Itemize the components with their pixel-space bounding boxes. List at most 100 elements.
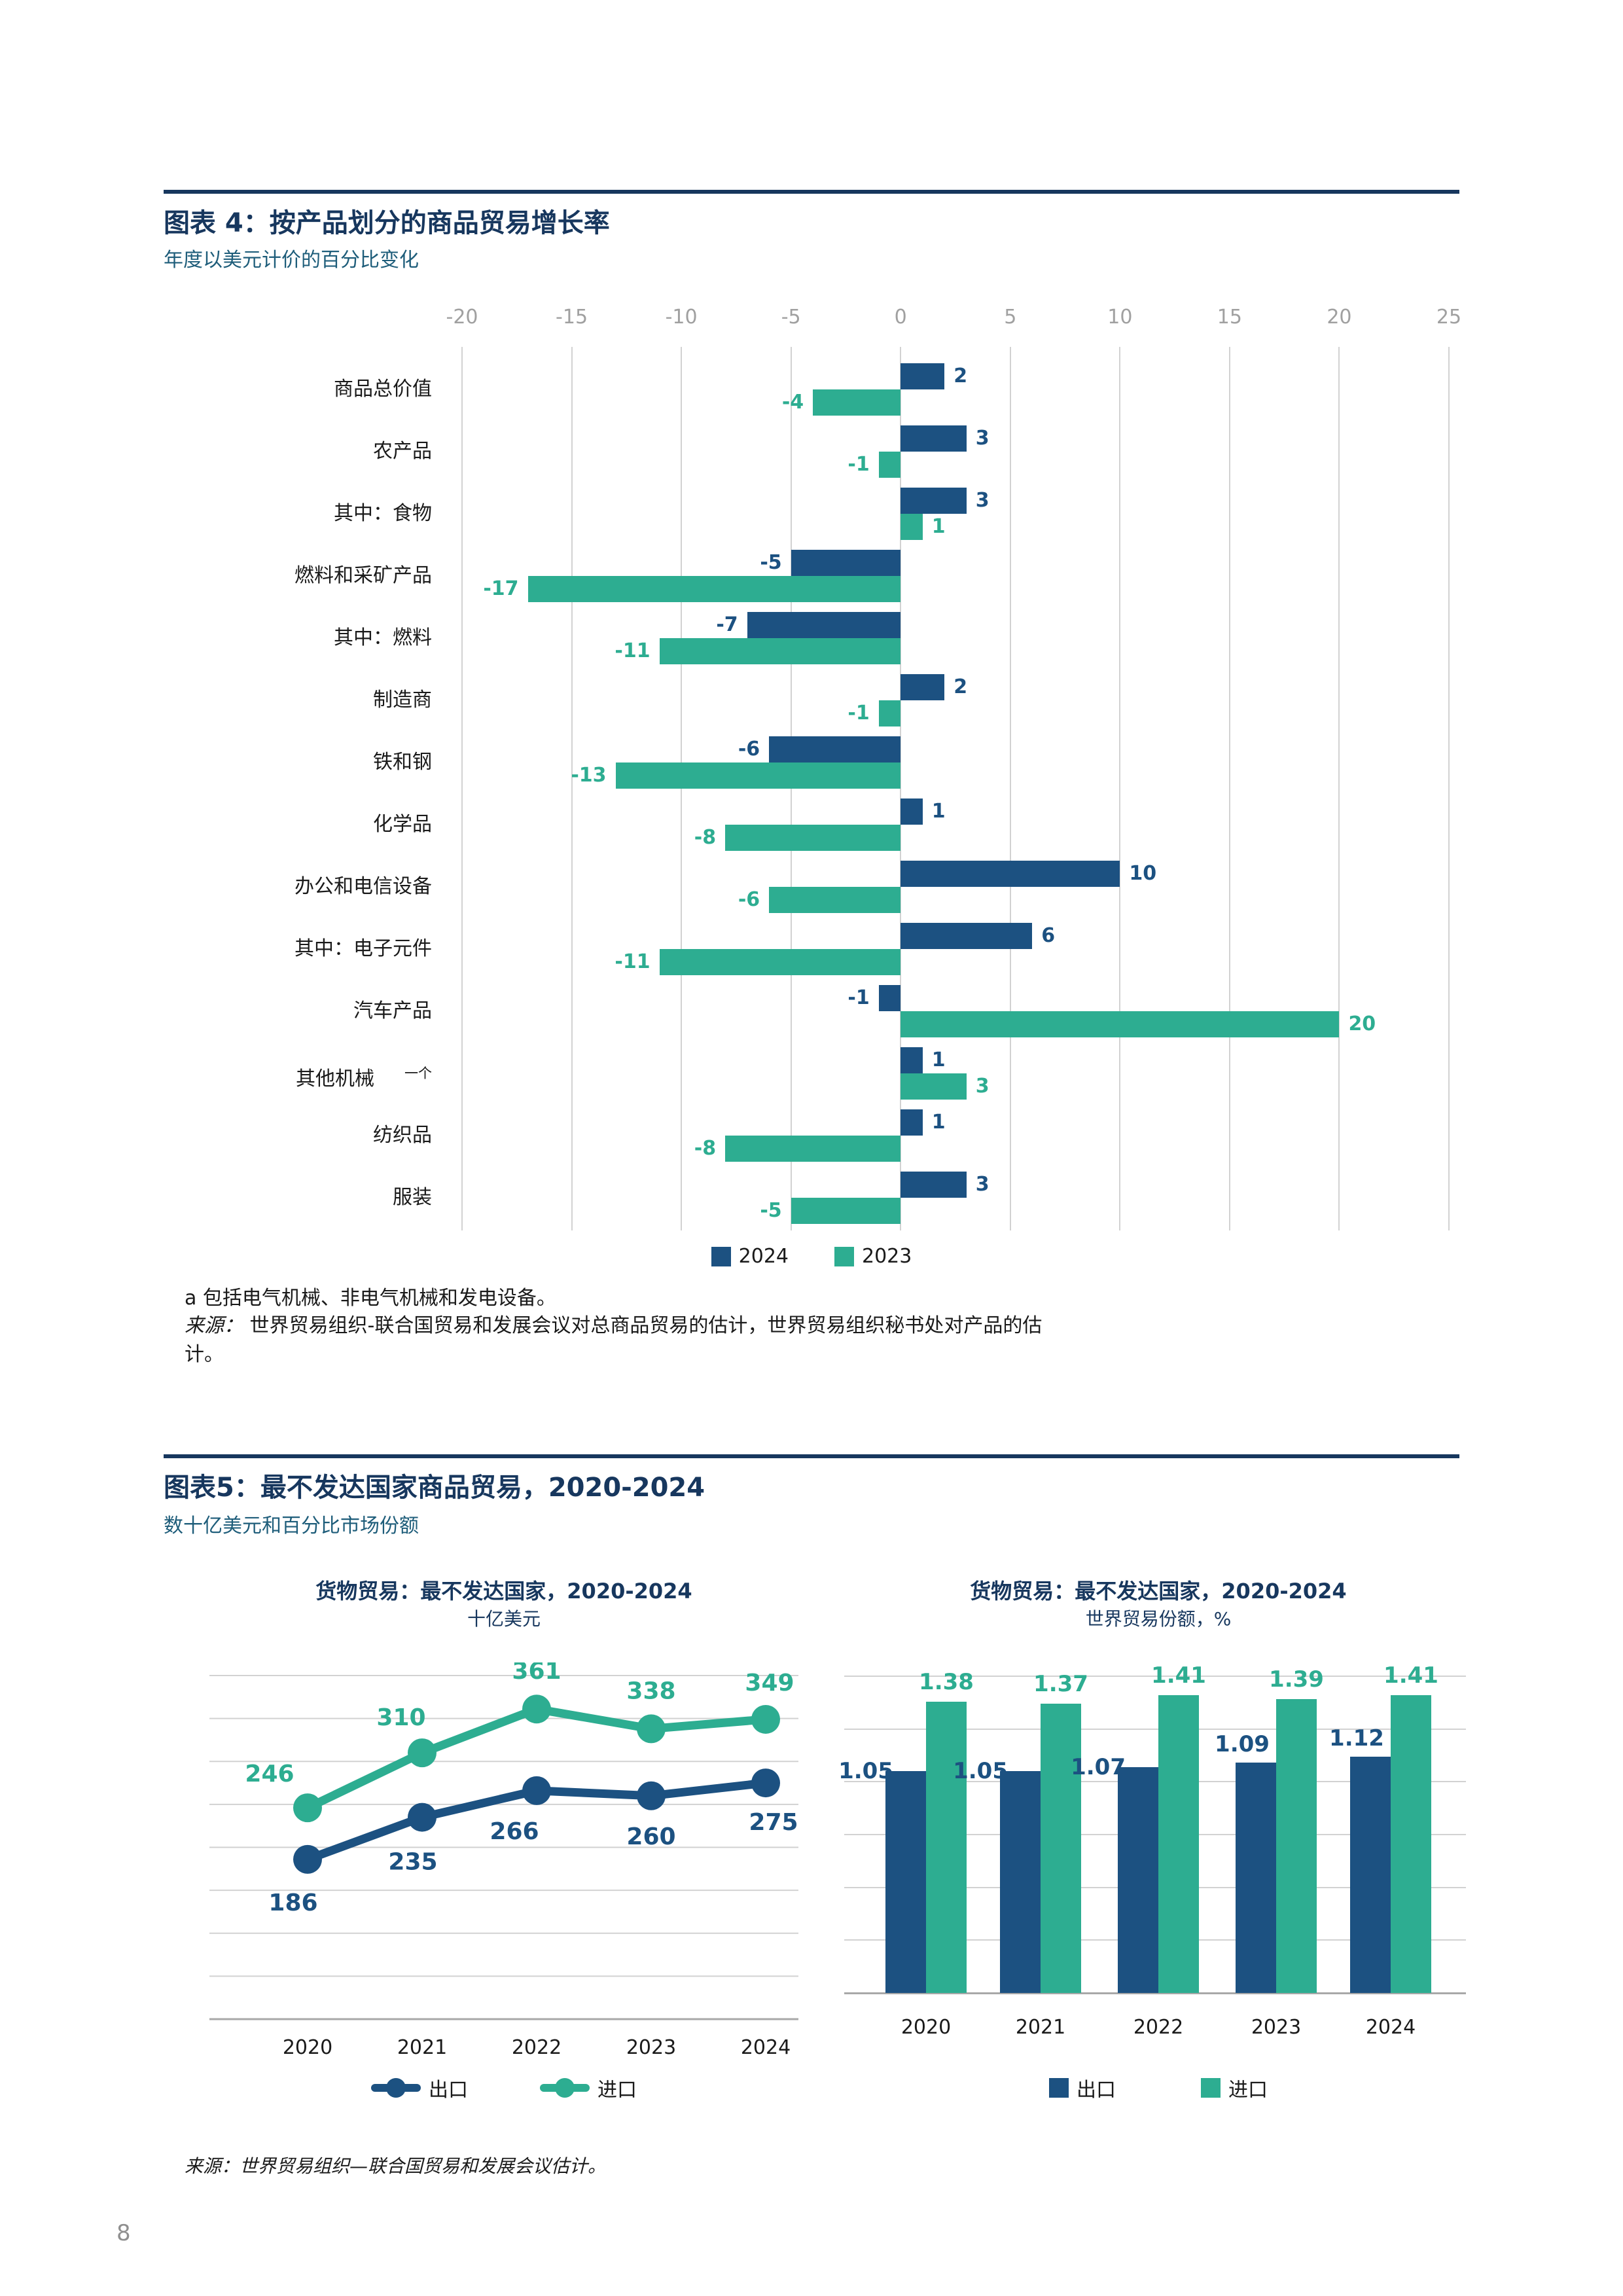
chart3-x-label: 2020 <box>901 2016 952 2039</box>
category-label-text: 商品总价值 <box>334 378 432 401</box>
chart2-x-label: 2021 <box>397 2036 447 2059</box>
bar-exports <box>885 1771 926 1993</box>
chart2-x-label: 2024 <box>741 2036 791 2059</box>
category-label: 燃料和采矿产品 <box>92 563 432 589</box>
bar-value-label-exports: 1.12 <box>1329 1725 1384 1751</box>
bar-exports <box>1118 1767 1158 1993</box>
category-label-text: 其中：燃料 <box>334 626 432 649</box>
legend-item-2024: 2024 <box>711 1245 789 1268</box>
chart2-x-label: 2022 <box>512 2036 562 2059</box>
bar-2023 <box>878 452 901 478</box>
bar-exports <box>1350 1756 1391 1993</box>
chart1-axis-tick-label: 10 <box>1107 306 1133 329</box>
bar-value-label: -5 <box>760 551 782 574</box>
chart1-axis-tick-label: -5 <box>781 306 801 329</box>
bar-value-label-imports: 1.39 <box>1269 1666 1324 1693</box>
point-label-进口: 338 <box>626 1677 675 1704</box>
data-point-进口 <box>293 1793 322 1823</box>
data-point-出口 <box>293 1844 322 1874</box>
data-point-进口 <box>408 1738 437 1768</box>
legend-label-imports-bar: 进口 <box>1228 2079 1268 2102</box>
bar-value-label: 2 <box>954 365 968 387</box>
figure5-top-divider <box>164 1454 1459 1458</box>
bar-2024 <box>747 612 901 638</box>
legend-item-imports-line: 进口 <box>540 2073 637 2102</box>
bar-2023 <box>901 1073 967 1100</box>
figure5-title: 图表5：最不发达国家商品贸易，2020-2024 <box>164 1473 705 1503</box>
bar-imports <box>1276 1699 1317 1993</box>
chart2-x-label: 2020 <box>283 2036 332 2059</box>
bar-value-label-imports: 1.41 <box>1151 1662 1206 1689</box>
figure4-source-label: 来源： <box>185 1314 243 1337</box>
legend-label-exports-bar: 出口 <box>1077 2079 1116 2102</box>
bar-value-label: 1 <box>931 1049 946 1071</box>
legend-swatch-imports <box>1201 2078 1221 2098</box>
chart3-gridline <box>844 1728 1466 1730</box>
legend-swatch-2023 <box>834 1246 854 1266</box>
chart1-gridline <box>900 347 902 1230</box>
chart1-gridline <box>1448 347 1450 1230</box>
ldc-share-chart-subtitle: 世界贸易份额，% <box>1085 1608 1232 1630</box>
bar-value-label-exports: 1.07 <box>1071 1753 1126 1780</box>
bar-2024 <box>791 550 901 576</box>
figure4-top-divider <box>164 190 1459 194</box>
legend-label-2024: 2024 <box>738 1245 789 1268</box>
bar-2024 <box>901 488 967 514</box>
bar-2024 <box>901 861 1120 887</box>
bar-value-label: -8 <box>694 826 717 849</box>
bar-value-label: -5 <box>760 1199 782 1222</box>
category-label-text: 纺织品 <box>373 1124 432 1147</box>
chart3-x-label: 2021 <box>1015 2016 1066 2039</box>
category-label: 服装 <box>92 1185 432 1211</box>
ldc-share-bar-chart: 1.38 1.05 2020 1.37 1.05 2021 1.41 1.07 2022 1.39… <box>838 1662 1479 2055</box>
bar-2023 <box>878 700 901 726</box>
bar-value-label: 20 <box>1348 1013 1376 1035</box>
bar-value-label: -13 <box>571 764 607 787</box>
bar-value-label: 1 <box>931 1111 946 1134</box>
bar-value-label: -17 <box>483 577 519 600</box>
bar-2023 <box>527 576 901 602</box>
category-label-text: 燃料和采矿产品 <box>294 564 432 587</box>
point-label-进口: 246 <box>245 1761 294 1787</box>
figure4-subtitle: 年度以美元计价的百分比变化 <box>164 249 419 272</box>
chart1-gridline <box>790 347 792 1230</box>
chart2-x-label: 2023 <box>626 2036 676 2059</box>
data-point-进口 <box>751 1704 780 1734</box>
data-point-出口 <box>637 1781 666 1810</box>
bar-2024 <box>878 985 901 1011</box>
bar-2024 <box>901 1172 967 1198</box>
category-label-text: 其中：食物 <box>334 502 432 525</box>
bar-value-label: 10 <box>1129 862 1157 885</box>
bar-2023 <box>791 1198 901 1224</box>
chart3-gridline <box>844 1676 1466 1677</box>
category-label-text: 农产品 <box>373 440 432 463</box>
bar-2024 <box>901 425 967 452</box>
bar-value-label: -6 <box>738 888 760 911</box>
category-label: 农产品 <box>92 439 432 465</box>
bar-exports <box>1236 1763 1276 1993</box>
ldc-line-chart-legend: 出口 进口 <box>196 2073 812 2102</box>
ldc-share-chart-title: 货物贸易：最不发达国家，2020-2024 <box>970 1579 1347 1604</box>
chart1-axis-tick-label: 0 <box>894 306 907 329</box>
bar-value-label: -1 <box>847 702 870 725</box>
bar-imports <box>1158 1695 1199 1993</box>
bar-2024 <box>901 1109 923 1136</box>
point-label-出口: 260 <box>626 1823 675 1850</box>
bar-2023 <box>813 389 901 416</box>
chart1-gridline <box>1228 347 1230 1230</box>
category-label: 制造商 <box>92 687 432 713</box>
chart1-gridline <box>1009 347 1011 1230</box>
chart3-gridline <box>844 1992 1466 1994</box>
category-label-text: 化学品 <box>373 813 432 836</box>
figure4-source-text: 世界贸易组织-联合国贸易和发展会议对总商品贸易的估计，世界贸易组织秘书处对产品的… <box>185 1314 1043 1366</box>
legend-label-imports: 进口 <box>597 2079 637 2102</box>
chart1-axis-tick-label: 15 <box>1217 306 1242 329</box>
bar-2023 <box>659 638 901 664</box>
data-point-出口 <box>408 1803 437 1832</box>
bar-value-label-imports: 1.38 <box>919 1668 974 1695</box>
category-label: 其中：电子元件 <box>92 936 432 962</box>
legend-item-2023: 2023 <box>834 1245 912 1268</box>
chart1-axis-tick-label: 5 <box>1004 306 1017 329</box>
bar-value-label: -11 <box>615 639 651 662</box>
